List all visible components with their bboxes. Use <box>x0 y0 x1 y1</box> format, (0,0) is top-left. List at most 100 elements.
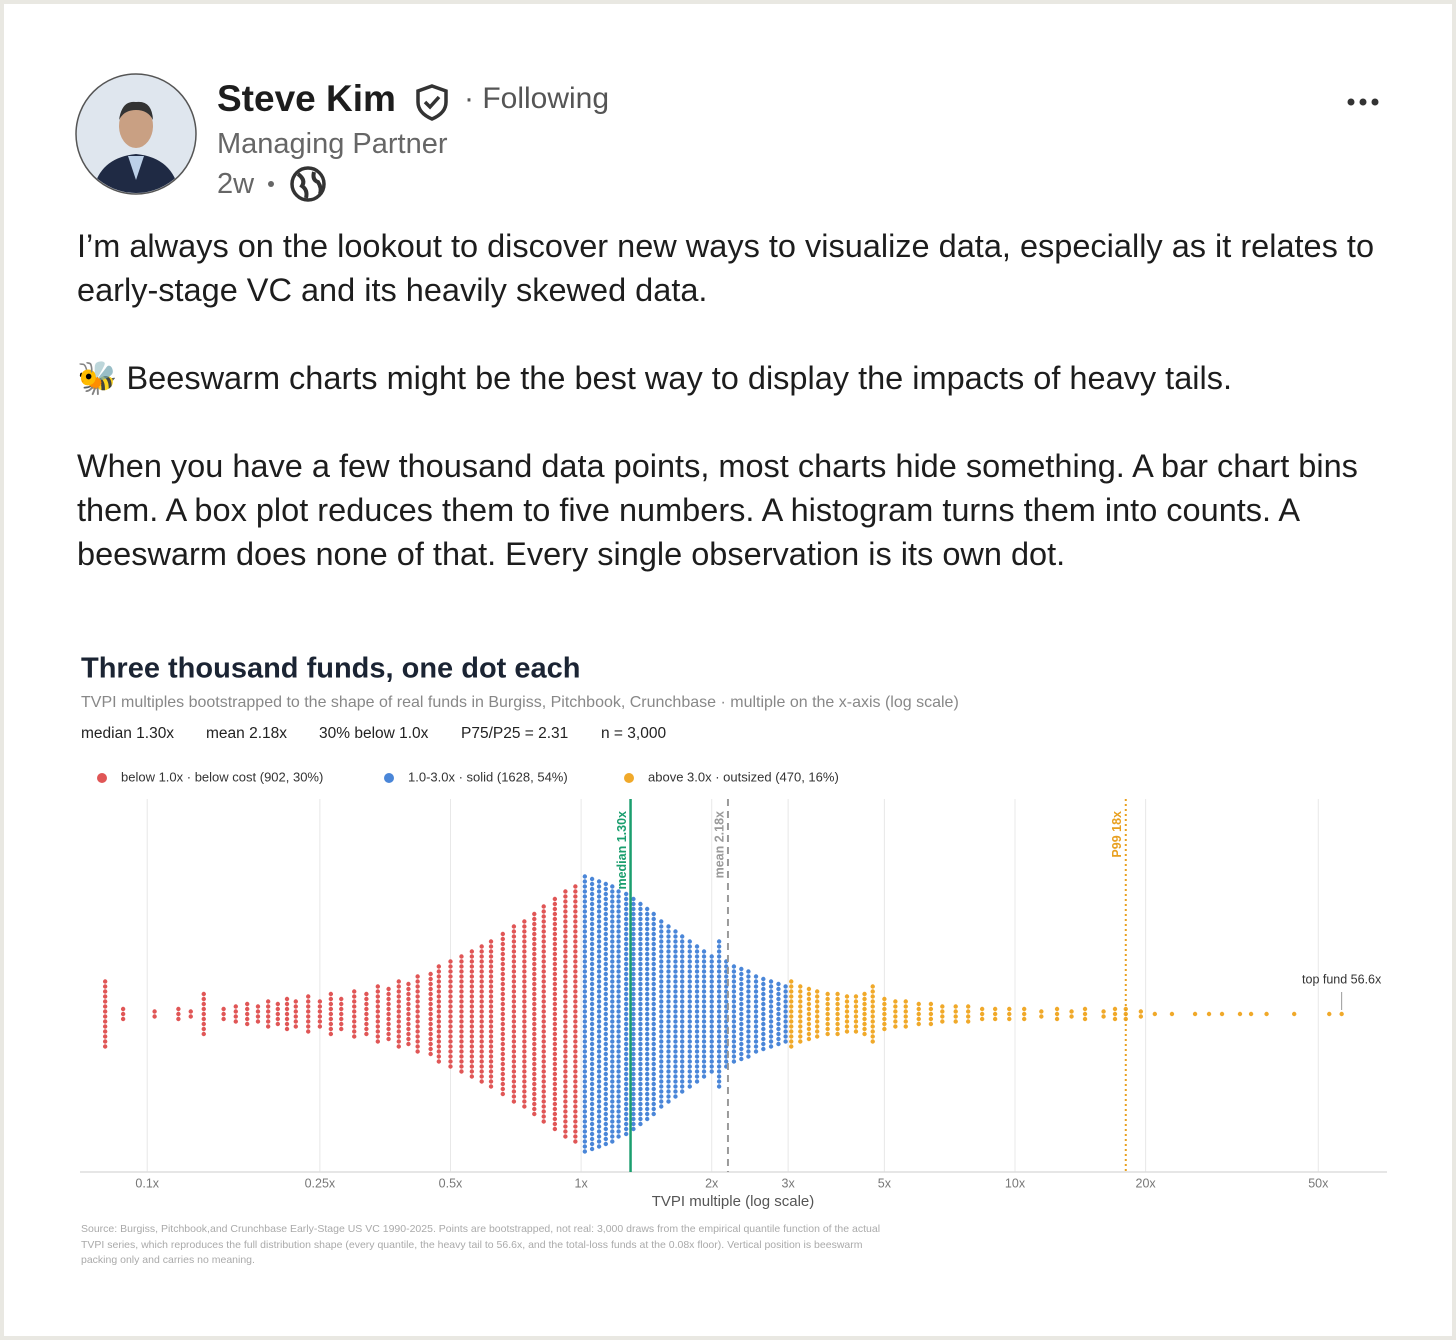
dot <box>798 984 803 989</box>
dot <box>862 1016 867 1022</box>
dot <box>610 1034 615 1039</box>
dot <box>284 1006 290 1012</box>
dot <box>651 1066 656 1072</box>
dot <box>563 949 568 954</box>
dot <box>644 1086 650 1092</box>
dot <box>541 1054 546 1059</box>
dot <box>596 1124 602 1129</box>
dot <box>659 979 664 984</box>
dot <box>623 1111 629 1117</box>
dot-column <box>835 991 840 1037</box>
dot <box>552 1071 558 1077</box>
dot <box>731 1014 737 1019</box>
dot <box>479 1004 484 1009</box>
dot <box>835 1016 840 1022</box>
dot <box>644 926 650 932</box>
dot-column <box>469 949 475 1079</box>
dot <box>352 1034 357 1039</box>
dot <box>644 1051 650 1057</box>
dot <box>776 1026 781 1032</box>
dot <box>488 939 494 944</box>
x-tick-label: 0.5x <box>439 1176 463 1190</box>
dot <box>589 1116 595 1122</box>
more-menu[interactable] <box>1344 92 1388 112</box>
dot <box>488 969 494 974</box>
dot <box>532 956 537 962</box>
dot <box>610 884 615 889</box>
dot <box>541 1074 546 1079</box>
dot <box>680 1024 685 1029</box>
dot <box>746 1029 751 1034</box>
avatar[interactable] <box>72 70 200 198</box>
dot <box>522 939 527 944</box>
dot <box>522 944 527 949</box>
dot <box>582 1054 588 1059</box>
dot <box>563 1014 568 1019</box>
dot <box>511 1064 517 1069</box>
dot <box>469 1009 475 1014</box>
dot <box>731 1024 737 1029</box>
dot <box>623 1051 629 1057</box>
dot <box>541 919 546 924</box>
dot-column <box>233 1004 238 1024</box>
dot <box>862 1001 867 1007</box>
dot <box>415 1029 420 1034</box>
dot <box>716 1029 722 1034</box>
dot <box>589 981 595 987</box>
dot <box>603 1036 608 1042</box>
dot <box>596 1009 602 1014</box>
dot <box>965 1004 971 1009</box>
dot <box>862 991 867 997</box>
dot <box>659 1054 664 1059</box>
dot <box>1192 1011 1198 1017</box>
dot <box>532 1041 537 1047</box>
dot <box>753 1029 759 1034</box>
dot <box>638 991 643 997</box>
dot <box>709 1069 714 1074</box>
dot <box>596 919 602 924</box>
dot <box>596 954 602 959</box>
dot <box>541 1024 546 1029</box>
dot <box>631 1121 636 1127</box>
dot <box>916 1001 921 1007</box>
dot <box>541 929 546 934</box>
dot <box>746 1019 751 1024</box>
dot <box>739 1041 744 1047</box>
dot <box>965 1019 971 1024</box>
x-tick-label: 5x <box>878 1176 892 1190</box>
dot <box>666 974 671 979</box>
verified-icon <box>416 84 448 121</box>
dot <box>563 939 568 944</box>
dot <box>275 1006 281 1012</box>
dot <box>448 979 453 984</box>
dot <box>631 1106 636 1112</box>
dot <box>940 1009 945 1014</box>
dot <box>610 1129 615 1134</box>
dot <box>724 1059 729 1064</box>
dot <box>511 1044 517 1049</box>
dot <box>651 1051 656 1057</box>
dot <box>789 984 794 989</box>
dot <box>798 1024 803 1029</box>
dot <box>541 1084 546 1089</box>
dot <box>638 1091 643 1097</box>
author-name[interactable]: Steve Kim <box>217 78 396 119</box>
dot <box>651 1016 656 1022</box>
dot <box>589 1046 595 1052</box>
dot <box>541 1109 546 1114</box>
dot <box>638 1016 643 1022</box>
dot <box>364 1016 369 1022</box>
dot <box>753 1034 759 1039</box>
follow-status[interactable]: · Following <box>464 82 610 115</box>
dot <box>709 1064 714 1069</box>
dot <box>680 1044 685 1049</box>
dot <box>522 1089 527 1094</box>
dot-column <box>488 939 494 1089</box>
dot <box>245 1011 250 1017</box>
dot-column <box>255 1004 261 1024</box>
dot <box>582 979 588 984</box>
dot <box>631 906 636 912</box>
dot <box>317 1014 323 1019</box>
dot <box>644 1031 650 1037</box>
dot <box>783 1024 788 1029</box>
